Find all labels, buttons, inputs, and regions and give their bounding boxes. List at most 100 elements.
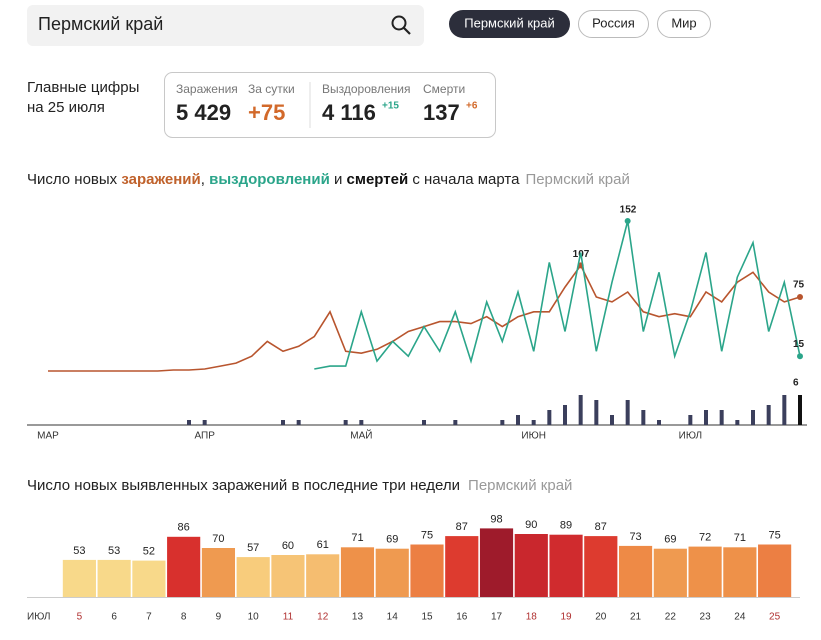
search-icon[interactable] xyxy=(391,15,411,35)
title-part: , xyxy=(201,171,209,188)
stat-label: За сутки xyxy=(248,82,295,96)
title-part: заражений xyxy=(121,171,200,188)
data-label: 53 xyxy=(108,545,120,557)
summary-heading: на 25 июля xyxy=(27,99,105,116)
bar xyxy=(410,544,444,597)
series-line xyxy=(314,220,801,370)
death-bar xyxy=(563,405,567,425)
x-tick-label: 6 xyxy=(111,612,117,623)
bar xyxy=(271,555,305,597)
death-bar xyxy=(500,420,505,425)
search-box[interactable] xyxy=(27,5,424,46)
data-label: 60 xyxy=(282,540,294,552)
data-label: 98 xyxy=(490,513,502,525)
death-bar xyxy=(516,415,520,425)
data-label: 87 xyxy=(456,521,468,533)
subtitle: Пермский край xyxy=(525,171,629,188)
data-label: 53 xyxy=(73,545,85,557)
data-label: 73 xyxy=(629,531,641,543)
x-tick-label: 24 xyxy=(734,612,746,623)
x-tick-label: ИЮЛ xyxy=(679,431,702,442)
data-label: 6 xyxy=(793,378,799,389)
data-label: 71 xyxy=(734,532,746,544)
bar xyxy=(97,559,131,597)
x-tick-label: 21 xyxy=(630,612,642,623)
death-bar xyxy=(296,420,301,425)
x-tick-label: 18 xyxy=(526,612,538,623)
data-label: 86 xyxy=(178,522,190,534)
bar xyxy=(514,534,548,597)
x-tick-label: 20 xyxy=(595,612,607,623)
death-bar xyxy=(202,420,207,425)
death-bar xyxy=(751,410,755,425)
death-bar xyxy=(735,420,740,425)
tab-label: Мир xyxy=(671,15,696,30)
stat-label: Смерти xyxy=(423,82,465,96)
data-label: 90 xyxy=(525,519,537,531)
data-label: 75 xyxy=(793,280,805,291)
data-label: 61 xyxy=(317,539,329,551)
bar xyxy=(618,545,653,597)
x-tick-label: 16 xyxy=(456,612,468,623)
x-tick-label: 9 xyxy=(216,612,222,623)
data-label: 89 xyxy=(560,520,572,532)
data-label: 69 xyxy=(664,534,676,546)
x-tick-label: 10 xyxy=(248,612,260,623)
x-tick-label: АПР xyxy=(194,431,215,442)
bar xyxy=(653,548,687,597)
summary-heading: Главные цифры xyxy=(27,79,139,96)
death-bar xyxy=(547,410,552,425)
point xyxy=(624,217,631,224)
data-label: 75 xyxy=(421,529,433,541)
bar xyxy=(62,559,96,597)
death-bar xyxy=(688,415,693,425)
data-label: 71 xyxy=(351,532,363,544)
data-label: 69 xyxy=(386,534,398,546)
x-tick-label: 5 xyxy=(77,612,83,623)
death-bar xyxy=(719,410,724,425)
point xyxy=(797,293,803,300)
bar xyxy=(375,548,409,597)
data-label: 87 xyxy=(595,521,607,533)
chart-title: Число новых выявленных заражений в после… xyxy=(27,477,572,494)
death-bar xyxy=(453,420,458,425)
stat-label: Заражения xyxy=(176,82,238,96)
death-bar xyxy=(187,420,191,425)
death-bar xyxy=(641,410,646,425)
death-bar xyxy=(766,405,771,425)
summary-box xyxy=(164,72,496,138)
stat-delta: +6 xyxy=(466,101,478,112)
tab-active[interactable] xyxy=(449,10,570,38)
bar xyxy=(688,546,722,597)
bar xyxy=(306,554,340,597)
x-tick-label: МАР xyxy=(37,431,59,442)
tab-label: Россия xyxy=(592,15,635,30)
x-tick-label: 25 xyxy=(769,612,781,623)
x-tick-label: 23 xyxy=(700,612,712,623)
data-label: 75 xyxy=(768,529,780,541)
x-tick-label: 19 xyxy=(560,612,572,623)
x-tick-label: 8 xyxy=(181,612,187,623)
tab[interactable] xyxy=(578,10,649,38)
bar xyxy=(340,547,375,597)
tab[interactable] xyxy=(657,10,711,38)
data-label: 70 xyxy=(212,533,224,545)
bar xyxy=(236,557,270,597)
stat-value: 5 429 xyxy=(176,100,231,125)
death-bar xyxy=(343,420,348,425)
bar xyxy=(723,547,757,597)
death-bar xyxy=(594,400,599,425)
x-tick-label: 7 xyxy=(146,612,152,623)
x-tick-label: 22 xyxy=(665,612,677,623)
x-tick-label: 14 xyxy=(387,612,399,623)
bar xyxy=(167,536,201,597)
title-part: с начала марта xyxy=(408,171,520,188)
bar xyxy=(201,548,236,597)
chart-title: Число новых заражений, выздоровлений и с… xyxy=(27,171,630,188)
death-bar xyxy=(578,395,583,425)
data-label: 57 xyxy=(247,542,259,554)
death-bar xyxy=(422,420,426,425)
stat-value: +75 xyxy=(248,100,285,125)
